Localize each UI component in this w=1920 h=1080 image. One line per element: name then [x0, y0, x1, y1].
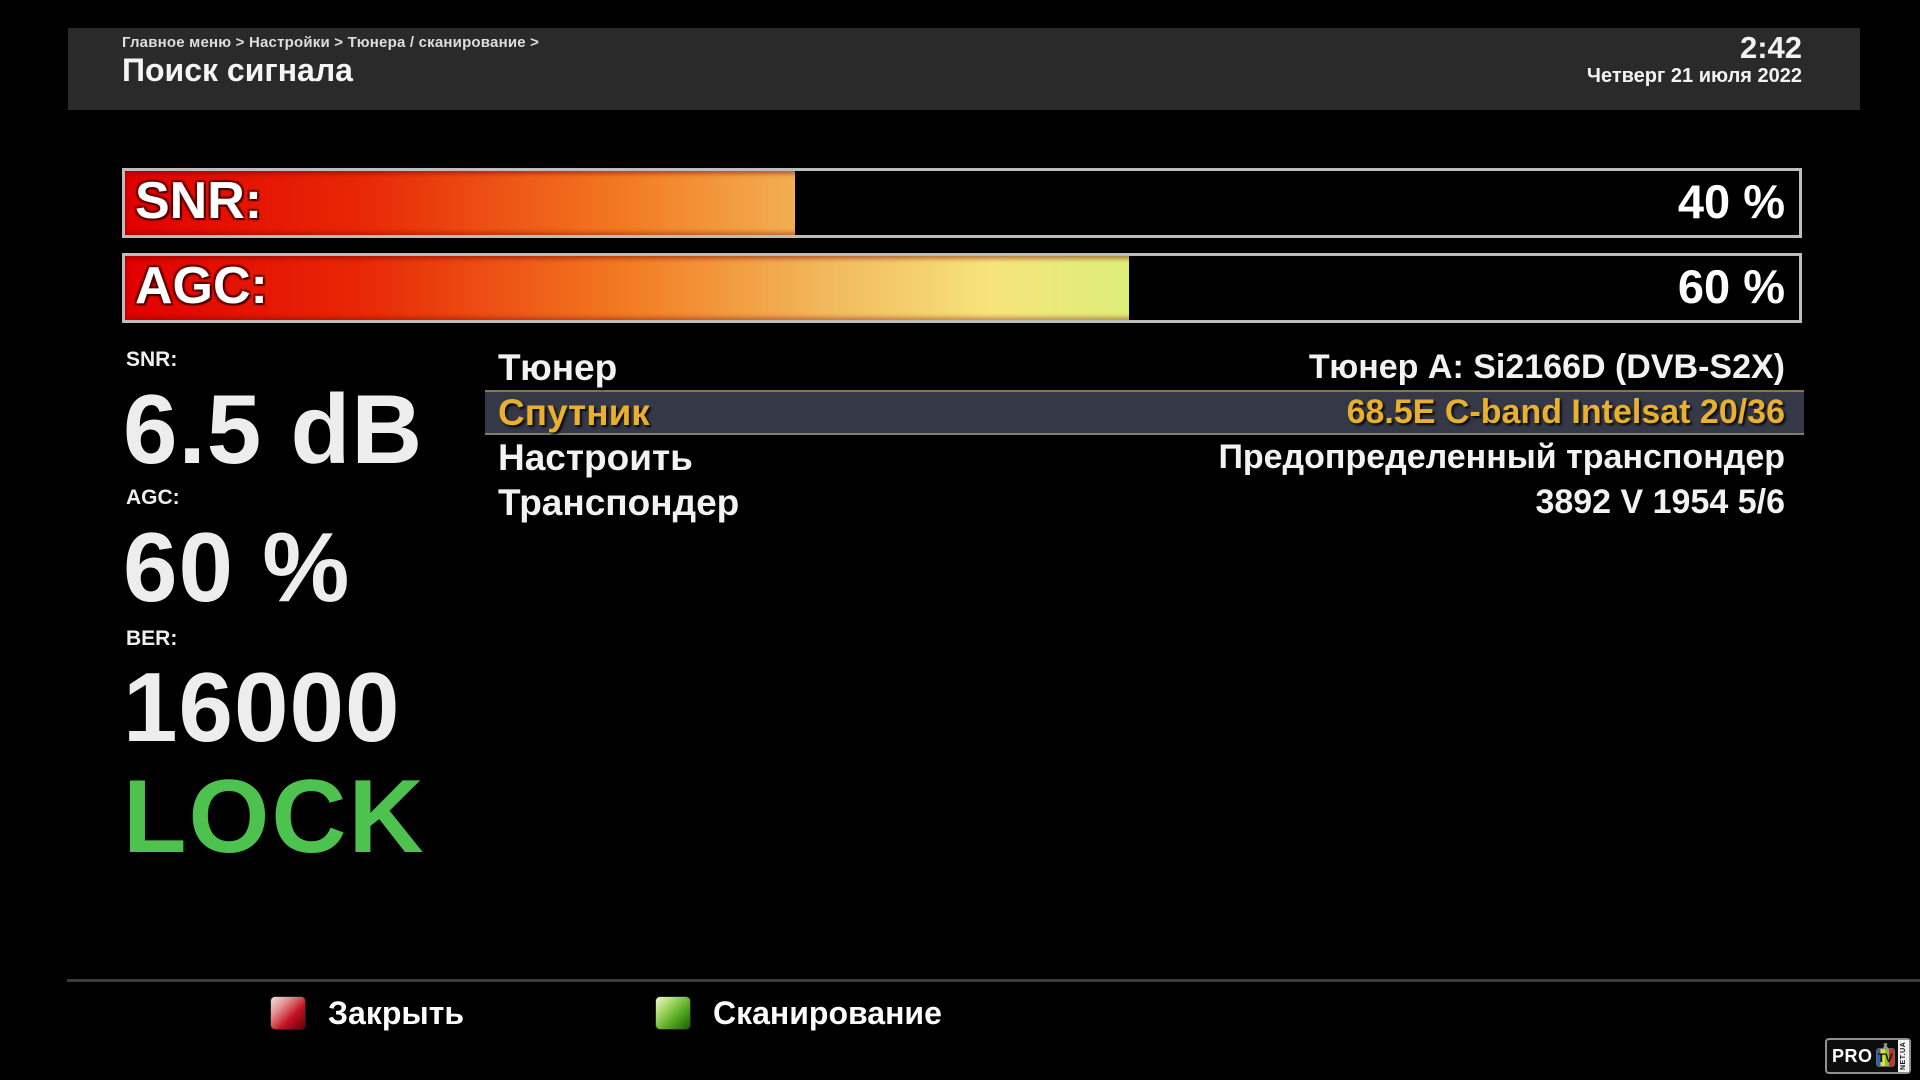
- breadcrumb: Главное меню > Настройки > Тюнера / скан…: [122, 34, 540, 51]
- menu-row-label: Спутник: [498, 391, 650, 433]
- page-title: Поиск сигнала: [122, 52, 353, 88]
- agc-stat-label: AGC:: [126, 486, 180, 509]
- agc-gauge: AGC: 60 %: [122, 253, 1802, 323]
- snr-stat-label: SNR:: [126, 348, 178, 371]
- tuner-menu: Тюнер Тюнер A: Si2166D (DVB-S2X) Спутник…: [485, 345, 1804, 525]
- clock-date: Четверг 21 июля 2022: [1586, 65, 1802, 87]
- clock: 2:42 Четверг 21 июля 2022: [1586, 30, 1802, 88]
- menu-row-value: 3892 V 1954 5/6: [1535, 483, 1785, 521]
- clock-time: 2:42: [1739, 30, 1802, 65]
- ber-stat-value: 16000: [123, 652, 401, 762]
- green-key-icon: [655, 996, 691, 1030]
- menu-row-label: Тюнер: [498, 346, 618, 388]
- agc-gauge-cover: [1129, 256, 1799, 320]
- close-button-label: Закрыть: [328, 994, 465, 1031]
- close-button[interactable]: Закрыть: [270, 995, 464, 1031]
- snr-stat-value: 6.5 dB: [123, 374, 424, 484]
- menu-row-value: 68.5E C-band Intelsat 20/36: [1346, 393, 1785, 431]
- logo-tv-text: TV: [1877, 1050, 1893, 1065]
- menu-row-tuner[interactable]: Тюнер Тюнер A: Si2166D (DVB-S2X): [485, 345, 1804, 390]
- snr-gauge-value: 40 %: [1677, 174, 1785, 228]
- channel-logo: PRO TV NET.UA: [1825, 1038, 1911, 1074]
- menu-row-satellite[interactable]: Спутник 68.5E C-band Intelsat 20/36: [485, 390, 1804, 435]
- lock-status: LOCK: [123, 759, 426, 875]
- header-panel: Главное меню > Настройки > Тюнера / скан…: [68, 28, 1860, 110]
- ber-stat-label: BER:: [126, 627, 178, 650]
- tv-icon: TV: [1875, 1048, 1895, 1067]
- menu-row-label: Транспондер: [498, 481, 740, 523]
- logo-pro-text: PRO: [1832, 1045, 1873, 1066]
- menu-row-value: Тюнер A: Si2166D (DVB-S2X): [1308, 348, 1785, 386]
- red-key-icon: [270, 996, 306, 1030]
- agc-stat-value: 60 %: [123, 512, 351, 622]
- menu-row-value: Предопределенный транспондер: [1218, 438, 1785, 476]
- snr-gauge-cover: [794, 171, 1799, 235]
- menu-row-label: Настроить: [498, 436, 693, 478]
- snr-gauge-label: SNR:: [135, 172, 263, 231]
- logo-net-text: NET.UA: [1898, 1040, 1909, 1072]
- scan-button-label: Сканирование: [713, 994, 942, 1031]
- scan-button[interactable]: Сканирование: [655, 995, 942, 1031]
- snr-gauge: SNR: 40 %: [122, 168, 1802, 238]
- agc-gauge-label: AGC:: [135, 257, 268, 316]
- menu-row-configure[interactable]: Настроить Предопределенный транспондер: [485, 435, 1804, 480]
- agc-gauge-value: 60 %: [1677, 259, 1785, 313]
- menu-row-transponder[interactable]: Транспондер 3892 V 1954 5/6: [485, 480, 1804, 525]
- footer-divider: [67, 979, 1920, 982]
